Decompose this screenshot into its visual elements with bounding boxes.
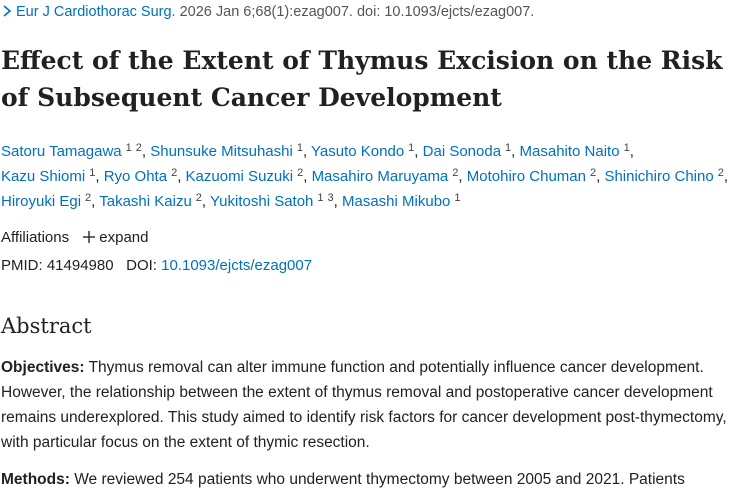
author: Ryo Ohta 2 — [103, 167, 182, 186]
author-name[interactable]: Shunsuke Mitsuhashi — [150, 143, 293, 160]
affiliation-number[interactable]: 2 — [297, 167, 304, 179]
affiliation-number[interactable]: 1 — [408, 142, 415, 154]
author-name[interactable]: Kazuomi Suzuki — [185, 168, 294, 185]
section-text: We reviewed 254 patients who underwent t… — [74, 471, 685, 488]
affiliation-number[interactable]: 2 — [452, 167, 459, 179]
expand-toggle[interactable]: expand — [83, 229, 148, 246]
affiliation-number[interactable]: 2 — [589, 167, 597, 179]
identifiers: PMID: 41494980 DOI: 10.1093/ejcts/ezag00… — [1, 257, 312, 274]
author: Motohiro Chuman 2 — [466, 167, 601, 186]
author-name[interactable]: Yukitoshi Satoh — [210, 193, 314, 210]
author: Kazuomi Suzuki 2 — [185, 167, 308, 186]
chevron-icon — [3, 5, 12, 17]
author-name[interactable]: Takashi Kaizu — [99, 193, 192, 210]
affiliation-number[interactable]: 2 — [717, 167, 724, 179]
author: Masashi Mikubo 1 — [342, 192, 461, 211]
abstract-section: Methods: We reviewed 254 patients who un… — [1, 467, 736, 492]
doi-link[interactable]: 10.1093/ejcts/ezag007 — [161, 257, 313, 274]
author: Yukitoshi Satoh 1 3 — [210, 192, 338, 211]
affiliation-number[interactable]: 1 — [317, 192, 324, 204]
author: Masahito Naito 1 — [519, 142, 634, 161]
affiliation-number[interactable]: 2 — [195, 192, 202, 204]
section-label: Methods: — [1, 471, 70, 488]
author: Masahiro Maruyama 2 — [311, 167, 463, 186]
affiliation-number[interactable]: 2 — [135, 142, 142, 154]
affiliation-number[interactable]: 1 — [296, 142, 303, 154]
author: Yasuto Kondo 1 — [311, 142, 418, 161]
author-name[interactable]: Masashi Mikubo — [342, 193, 451, 210]
author: Takashi Kaizu 2 — [99, 192, 206, 211]
author-name[interactable]: Dai Sonoda — [422, 143, 502, 160]
author-name[interactable]: Yasuto Kondo — [311, 143, 405, 160]
affiliation-number[interactable]: 3 — [327, 192, 334, 204]
affiliation-number[interactable]: 1 — [623, 142, 630, 154]
affiliation-number[interactable]: 1 — [505, 142, 512, 154]
citation-details: 2026 Jan 6;68(1):ezag007. doi: 10.1093/e… — [179, 4, 535, 20]
affiliation-number[interactable]: 2 — [171, 167, 178, 179]
affiliation-number[interactable]: 2 — [85, 192, 92, 204]
author-name[interactable]: Kazu Shiomi — [1, 168, 86, 185]
plus-icon — [83, 231, 96, 243]
author-name[interactable]: Shinichiro Chino — [604, 168, 714, 185]
pmid: 41494980 — [46, 257, 114, 274]
author: Shunsuke Mitsuhashi 1 — [150, 142, 307, 161]
author: Hiroyuki Egi 2 — [1, 192, 95, 211]
abstract-section: Objectives: Thymus removal can alter imm… — [1, 355, 736, 455]
abstract-heading: Abstract — [1, 314, 92, 338]
author-name[interactable]: Satoru Tamagawa — [1, 143, 122, 160]
abstract-body: Objectives: Thymus removal can alter imm… — [1, 355, 736, 500]
author-name[interactable]: Masahiro Maruyama — [311, 168, 449, 185]
section-text: Thymus removal can alter immune function… — [1, 359, 727, 451]
article-title: Effect of the Extent of Thymus Excision … — [1, 46, 723, 112]
affiliation-number[interactable]: 1 — [454, 192, 461, 204]
author-name[interactable]: Hiroyuki Egi — [1, 193, 82, 210]
author: Dai Sonoda 1 — [422, 142, 516, 161]
author: Shinichiro Chino 2 — [604, 167, 728, 186]
pmid-label: PMID: — [1, 257, 43, 274]
affiliations-row: Affiliations expand — [1, 229, 148, 246]
affiliation-number[interactable]: 1 — [89, 167, 96, 179]
author-name[interactable]: Motohiro Chuman — [466, 168, 586, 185]
affiliations-label: Affiliations — [1, 229, 70, 246]
author: Satoru Tamagawa 1 2 — [1, 142, 146, 161]
author-name[interactable]: Ryo Ohta — [103, 168, 168, 185]
journal-link[interactable]: Eur J Cardiothorac Surg. — [16, 4, 176, 20]
section-label: Objectives: — [1, 359, 85, 376]
affiliation-number[interactable]: 1 — [125, 142, 132, 154]
author-name[interactable]: Masahito Naito — [519, 143, 620, 160]
citation: Eur J Cardiothorac Surg. 2026 Jan 6;68(1… — [2, 4, 534, 20]
expand-label: expand — [99, 229, 149, 246]
doi-label: DOI: — [126, 257, 157, 274]
author: Kazu Shiomi 1 — [1, 167, 100, 186]
